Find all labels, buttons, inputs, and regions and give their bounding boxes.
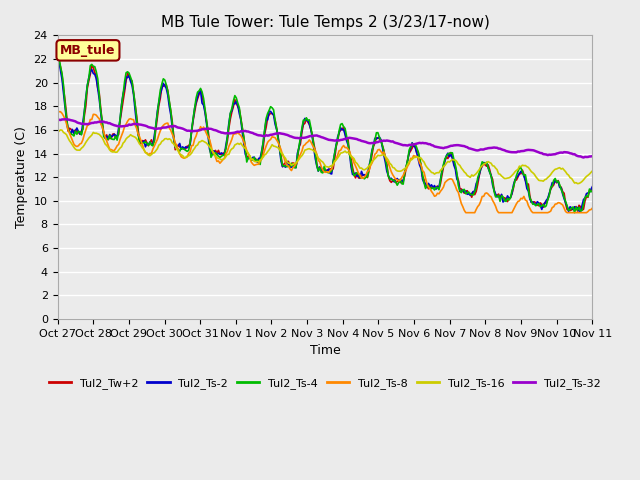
Text: MB_tule: MB_tule [60,44,116,57]
Legend: Tul2_Tw+2, Tul2_Ts-2, Tul2_Ts-4, Tul2_Ts-8, Tul2_Ts-16, Tul2_Ts-32: Tul2_Tw+2, Tul2_Ts-2, Tul2_Ts-4, Tul2_Ts… [44,373,605,393]
Y-axis label: Temperature (C): Temperature (C) [15,126,28,228]
Title: MB Tule Tower: Tule Temps 2 (3/23/17-now): MB Tule Tower: Tule Temps 2 (3/23/17-now… [161,15,490,30]
X-axis label: Time: Time [310,344,340,357]
